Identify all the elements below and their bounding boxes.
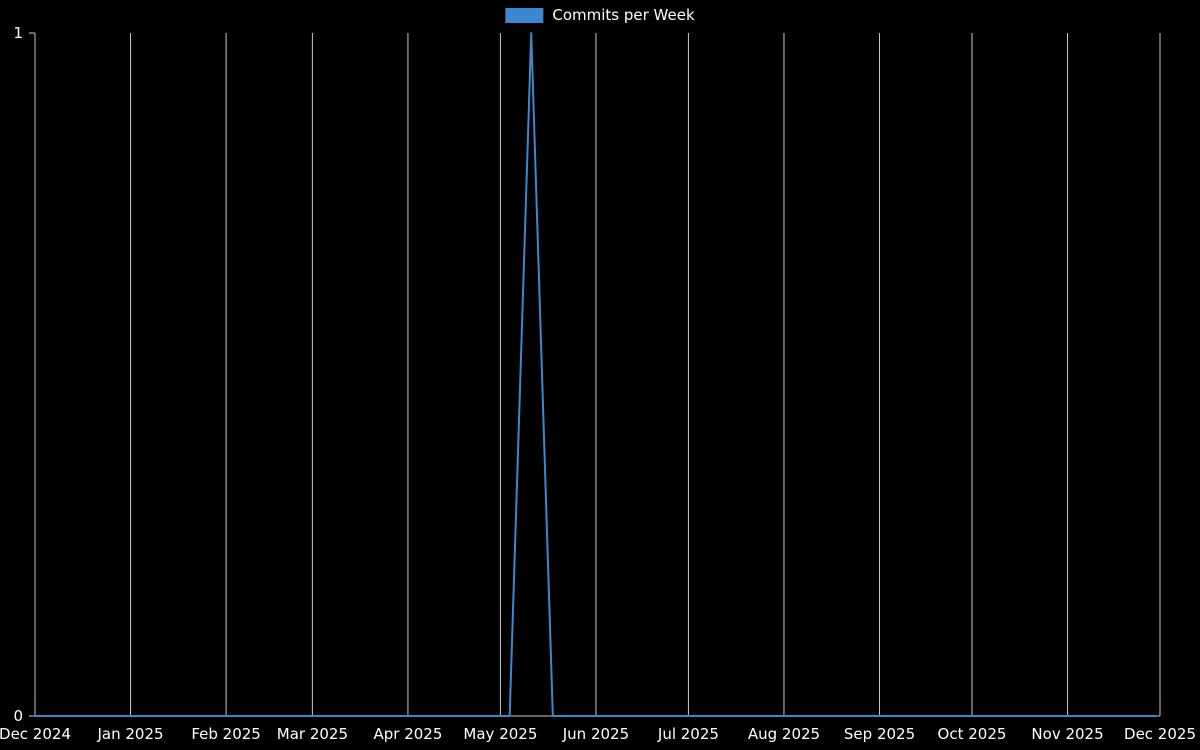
x-tick-label: May 2025 xyxy=(463,725,537,743)
x-tick-label: Dec 2025 xyxy=(1124,725,1196,743)
x-tick-label: Jul 2025 xyxy=(657,725,719,743)
x-tick-label: Feb 2025 xyxy=(191,725,261,743)
x-tick-label: Mar 2025 xyxy=(277,725,348,743)
x-tick-label: Apr 2025 xyxy=(373,725,442,743)
legend-color-swatch xyxy=(505,8,544,23)
y-tick-label: 0 xyxy=(13,707,23,725)
x-tick-label: Oct 2025 xyxy=(938,725,1007,743)
x-tick-label: Nov 2025 xyxy=(1031,725,1103,743)
x-tick-label: Jan 2025 xyxy=(97,725,164,743)
chart-legend[interactable]: Commits per Week xyxy=(505,6,695,24)
legend-label: Commits per Week xyxy=(552,6,695,24)
x-tick-label: Dec 2024 xyxy=(0,725,71,743)
x-tick-label: Sep 2025 xyxy=(844,725,915,743)
y-tick-label: 1 xyxy=(13,24,23,42)
x-tick-label: Aug 2025 xyxy=(748,725,820,743)
series-line xyxy=(34,32,1158,717)
x-tick-label: Jun 2025 xyxy=(562,725,629,743)
